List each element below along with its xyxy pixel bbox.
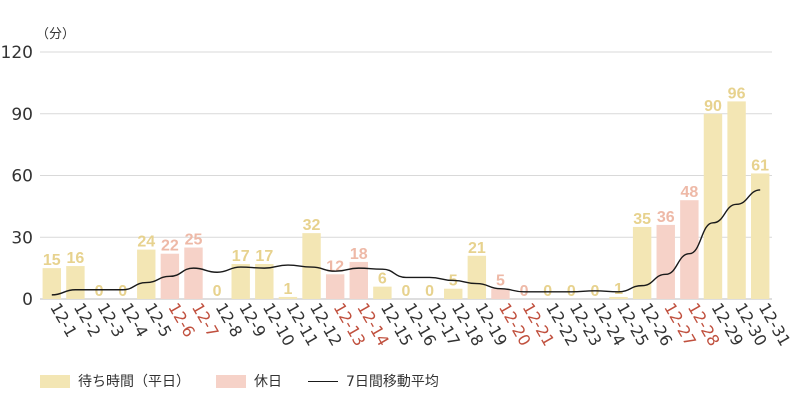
bar	[609, 296, 628, 299]
bar-value-label: 6	[378, 271, 387, 288]
y-tick-label: 60	[11, 167, 33, 187]
legend-label-weekday: 待ち時間（平日）	[78, 374, 190, 390]
bar-value-label: 1	[614, 281, 623, 298]
legend: 待ち時間（平日） 休日 7日間移動平均	[40, 370, 465, 392]
legend-item-moving-average: 7日間移動平均	[308, 371, 439, 391]
bar	[302, 233, 321, 299]
bar-value-label: 0	[95, 283, 104, 300]
y-tick-label: 30	[11, 228, 33, 248]
y-tick-label: 90	[11, 105, 33, 125]
bar-value-label: 16	[67, 250, 85, 267]
legend-item-weekday: 待ち時間（平日）	[40, 371, 190, 391]
bar-value-label: 36	[657, 209, 675, 226]
bar-value-label: 22	[161, 238, 179, 255]
moving-average-line	[51, 189, 761, 296]
bar	[680, 200, 699, 299]
legend-swatch-weekday	[40, 374, 70, 388]
bar-value-label: 32	[303, 217, 321, 234]
bar	[42, 268, 62, 299]
bar-value-label: 0	[590, 283, 599, 300]
bar	[727, 101, 746, 300]
bar-value-label: 96	[728, 85, 746, 102]
bar	[467, 255, 487, 299]
legend-label-moving-average: 7日間移動平均	[346, 374, 439, 390]
legend-swatch-moving-average	[308, 380, 338, 382]
bar-value-label: 17	[255, 248, 273, 265]
y-tick-label: 0	[22, 290, 33, 310]
bar	[325, 274, 345, 299]
bar	[278, 296, 298, 299]
bar-value-label: 1	[283, 281, 292, 298]
bar-value-label: 0	[118, 283, 127, 300]
y-tick-label: 120	[1, 43, 33, 63]
bar	[750, 173, 770, 299]
bar-value-label: 15	[43, 252, 61, 269]
bar-value-label: 5	[496, 273, 505, 290]
bar	[66, 266, 85, 299]
bar	[137, 249, 156, 299]
bar	[632, 226, 652, 299]
bar-value-label: 17	[232, 248, 250, 265]
bar-value-label: 18	[350, 246, 368, 263]
bar-value-label: 0	[213, 283, 222, 300]
bar-value-label: 90	[704, 98, 722, 115]
bar-value-label: 48	[680, 184, 698, 201]
legend-label-holiday: 休日	[254, 374, 282, 390]
y-unit-label: （分）	[36, 27, 75, 42]
bar-value-label: 35	[633, 211, 651, 228]
bar-value-label: 61	[751, 157, 769, 174]
bar-value-label: 5	[449, 273, 458, 290]
bar	[491, 288, 510, 299]
legend-swatch-holiday	[216, 374, 246, 388]
bar-value-label: 12	[326, 258, 344, 275]
bar	[656, 224, 675, 299]
bar-value-label: 0	[425, 283, 434, 300]
bar	[444, 288, 463, 299]
bar-value-label: 25	[185, 232, 203, 249]
bar	[373, 286, 392, 299]
bar	[255, 264, 274, 299]
bar	[184, 247, 203, 299]
bar	[231, 264, 250, 299]
bar	[703, 113, 723, 299]
bar-value-label: 24	[137, 234, 155, 251]
bar-value-label: 0	[402, 283, 411, 300]
bar	[349, 261, 368, 299]
legend-item-holiday: 休日	[216, 371, 282, 391]
bar-value-label: 21	[468, 240, 486, 257]
